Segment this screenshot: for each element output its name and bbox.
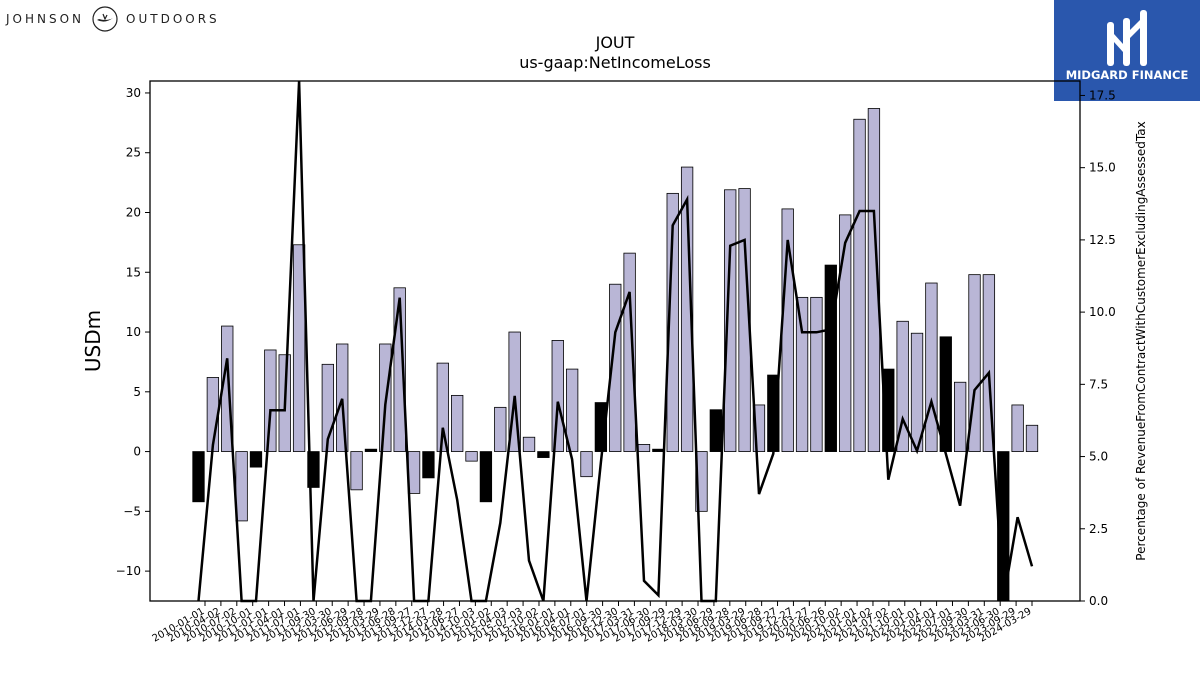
percentage-line (197, 80, 1034, 603)
logo-word-outdoors: OUTDOORS (126, 12, 220, 26)
bar (724, 189, 737, 452)
bar (953, 381, 967, 452)
bar (235, 451, 248, 522)
bar (882, 368, 895, 452)
right-axis-ticks: 0.0 2.5 5.0 7.5 10.0 12.5 15.0 17.5 (1080, 88, 1116, 608)
bar (508, 331, 521, 452)
midgard-finance-logo: MIDGARD FINANCE (1054, 0, 1200, 101)
y-tick-label: 20 (126, 205, 141, 219)
bar (982, 274, 996, 452)
bar (810, 296, 823, 452)
y2-tick-label: 10.0 (1089, 305, 1116, 319)
bar (652, 448, 665, 452)
bar (350, 451, 363, 491)
y-tick-label: 5 (133, 385, 141, 399)
bar (1025, 424, 1039, 452)
bar (522, 436, 536, 452)
bar (839, 214, 852, 452)
johnson-outdoors-logo: JOHNSON OUTDOORS (6, 4, 220, 34)
logo-word-johnson: JOHNSON (6, 12, 85, 26)
bar (695, 451, 708, 512)
y-tick-label: −5 (123, 504, 141, 518)
plot-frame (149, 80, 1081, 602)
bar (537, 451, 550, 458)
bar (565, 368, 579, 452)
bars-layer (192, 108, 1039, 602)
left-axis-ticks: −10 −5 0 5 10 15 20 25 30 (116, 86, 150, 578)
bar (623, 252, 636, 452)
bar (752, 404, 766, 452)
bar (1011, 404, 1024, 452)
bar (680, 166, 694, 452)
bar (939, 336, 952, 452)
bar (307, 451, 320, 488)
midgard-emblem-icon (1107, 10, 1147, 66)
bar (709, 409, 722, 452)
y-tick-label: 10 (126, 325, 141, 339)
bar (637, 444, 651, 452)
y-tick-label: −10 (116, 564, 141, 578)
bar (364, 448, 378, 452)
y2-tick-label: 12.5 (1089, 233, 1116, 247)
bar (465, 451, 478, 462)
chart-subtitle: us-gaap:NetIncomeLoss (519, 53, 711, 72)
y2-axis-label: Percentage of RevenueFromContractWithCus… (1134, 121, 1148, 560)
y-tick-label: 0 (133, 445, 141, 459)
bar (393, 287, 406, 452)
bar (609, 283, 622, 452)
bar (896, 320, 909, 452)
bar (407, 451, 421, 494)
bar (824, 264, 837, 452)
y2-tick-label: 0.0 (1089, 594, 1108, 608)
bar (292, 244, 306, 452)
chart-title: JOUT (595, 33, 635, 52)
bar (580, 451, 593, 478)
bar (666, 192, 679, 452)
y-axis-label: USDm (81, 310, 105, 372)
bar (795, 296, 809, 452)
bar (451, 394, 464, 452)
bar (968, 274, 981, 452)
canoe-emblem-icon (92, 6, 118, 32)
bar (867, 108, 881, 452)
y2-tick-label: 17.5 (1089, 88, 1116, 102)
y-tick-label: 30 (126, 86, 141, 100)
y2-tick-label: 5.0 (1089, 450, 1108, 464)
bar (551, 340, 564, 452)
bar (249, 451, 263, 468)
y2-tick-label: 2.5 (1089, 522, 1108, 536)
bar (264, 349, 277, 452)
brand-name: MIDGARD FINANCE (1065, 68, 1189, 82)
bar (436, 362, 449, 452)
x-axis-ticks: 2010-01-012010-04-022010-07-022010-10-01… (151, 601, 1034, 645)
y-tick-label: 15 (126, 265, 141, 279)
y2-tick-label: 15.0 (1089, 161, 1116, 175)
bar (336, 343, 349, 452)
bar (925, 282, 938, 452)
y2-tick-label: 7.5 (1089, 377, 1108, 391)
bar (422, 451, 435, 479)
bar (192, 451, 205, 503)
bar (494, 406, 507, 452)
y-tick-label: 25 (126, 146, 141, 160)
bar (479, 451, 493, 503)
bar (853, 118, 866, 452)
